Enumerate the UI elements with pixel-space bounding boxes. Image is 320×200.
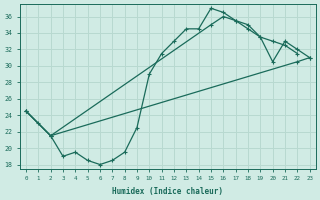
X-axis label: Humidex (Indice chaleur): Humidex (Indice chaleur): [112, 187, 223, 196]
